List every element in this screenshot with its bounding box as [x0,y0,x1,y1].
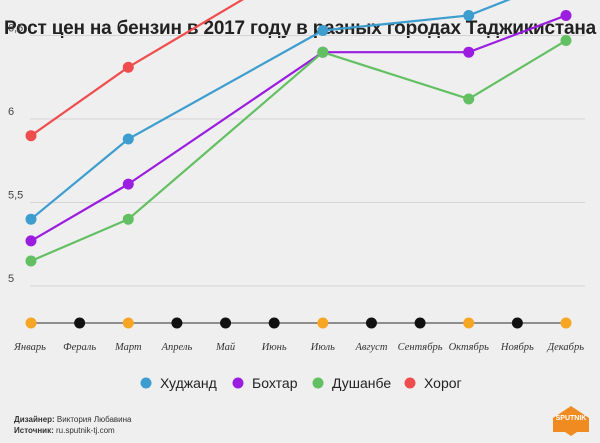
series-line-3 [30,0,244,137]
legend-marker [140,377,152,389]
month-marker-orange [560,317,572,329]
data-point [25,255,37,267]
data-point [317,24,329,36]
data-point [122,61,134,73]
x-tick-label: Фераль [63,342,96,353]
x-tick-label: Апрель [161,342,193,353]
series-lines [25,0,572,267]
month-marker-black [414,317,426,329]
legend-label: Душанбе [332,375,391,391]
data-point [560,35,572,47]
x-tick-label: Август [354,342,387,353]
sputnik-logo: SPUTNIK [551,406,591,436]
x-tick-label: Июнь [261,342,287,353]
x-tick-label: Март [114,342,142,353]
chart-title: Рост цен на бензин в 2017 году в разных … [4,18,596,39]
month-marker-black [511,317,523,329]
y-tick-label: 6 [8,106,14,118]
month-marker-black [74,317,86,329]
series-line-1 [30,14,567,242]
month-axis: Январь Фераль Март Апрель Май Июнь Июль Август С… [13,317,584,353]
sputnik-logo-text: SPUTNIK [555,415,587,422]
x-tick-label: Май [215,342,236,353]
data-point [463,46,475,58]
designer-credit: Дизайнер: Виктория Любавина [14,414,132,425]
x-tick-label: Декабрь [546,342,584,353]
month-marker-orange [122,317,134,329]
grid-lines [30,35,585,287]
month-marker-black [268,317,280,329]
legend-label: Худжанд [160,375,217,391]
x-tick-label: Ноябрь [500,342,534,353]
series-line-2 [30,39,567,262]
data-point [463,9,475,21]
legend-marker [404,377,416,389]
month-marker-orange [25,317,37,329]
designer-label: Дизайнер: [14,415,55,424]
month-marker-orange [317,317,329,329]
month-marker-black [365,317,377,329]
x-tick-label: Октябрь [449,342,489,353]
data-point [560,9,572,21]
credits: Дизайнер: Виктория Любавина Источник: ru… [14,414,132,436]
legend-marker [232,377,244,389]
month-marker-black [171,317,183,329]
data-point [122,213,134,225]
y-tick-label: 5 [8,273,14,285]
data-point [122,178,134,190]
x-tick-label: Июль [310,342,335,353]
legend: Худжанд Бохтар Душанбе Хорог [140,375,462,391]
data-point [25,130,37,142]
x-tick-label: Сентябрь [398,342,443,353]
legend-label: Бохтар [252,375,298,391]
y-axis-ticks: 55,566,577,5 [8,23,23,286]
sputnik-logo-icon [553,406,589,436]
data-point [463,93,475,105]
data-point [122,133,134,145]
legend-label: Хорог [424,375,462,391]
series-line-0 [30,0,511,221]
data-point [317,46,329,58]
source-label: Источник: [14,426,54,435]
data-point [25,213,37,225]
legend-marker [312,377,324,389]
x-tick-label: Январь [13,342,46,353]
y-tick-label: 5,5 [8,190,23,202]
month-marker-orange [463,317,475,329]
source-url: ru.sputnik-tj.com [56,426,115,435]
designer-name: Виктория Любавина [56,415,132,424]
y-tick-label: 6,5 [8,23,23,35]
month-marker-black [220,317,232,329]
data-point [25,235,37,247]
source-credit: Источник: ru.sputnik-tj.com [14,425,132,436]
